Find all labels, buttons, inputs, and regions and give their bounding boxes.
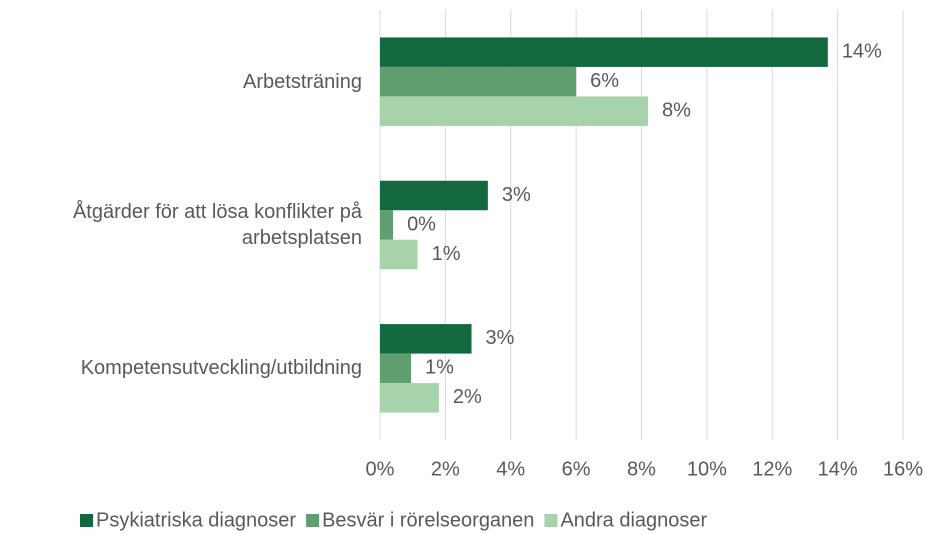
bar: [380, 210, 394, 240]
y-tick-label: Arbetsträning: [243, 70, 362, 93]
data-label: 2%: [453, 386, 482, 408]
category-label-box: Kompetensutveckling/utbildning: [80, 357, 362, 380]
x-tick-label: 8%: [627, 458, 656, 480]
category-label-box: Arbetsträning: [243, 70, 362, 93]
bar: [380, 66, 577, 97]
data-label: 8%: [662, 99, 691, 121]
data-label: 14%: [842, 40, 882, 62]
data-label: 1%: [425, 357, 454, 379]
legend-label: Besvär i rörelseorganen: [322, 509, 534, 531]
bar: [380, 96, 649, 126]
x-tick-label: 10%: [687, 458, 727, 480]
data-label: 1%: [432, 243, 461, 265]
x-tick-label: 2%: [431, 458, 460, 480]
bar: [380, 37, 828, 67]
data-label: 6%: [590, 70, 619, 92]
x-tick-label: 12%: [752, 458, 792, 480]
legend-label: Psykiatriska diagnoser: [96, 509, 296, 531]
bar: [380, 353, 412, 384]
y-tick-label: Kompetensutveckling/utbildning: [80, 357, 362, 380]
bar: [380, 383, 439, 413]
bar: [380, 180, 488, 211]
category-label-box: Åtgärder för att lösa konflikter på arbe…: [72, 201, 362, 249]
legend-swatch: [306, 514, 320, 527]
bar: [380, 324, 472, 354]
x-tick-label: 6%: [562, 458, 591, 480]
bar: [380, 239, 418, 270]
x-tick-label: 0%: [366, 458, 395, 480]
legend-swatch: [80, 514, 93, 527]
x-tick-label: 4%: [496, 458, 525, 480]
y-tick-label: Åtgärder för att lösa konflikter på arbe…: [72, 201, 362, 249]
x-tick-label: 16%: [883, 458, 923, 480]
legend-label: Andra diagnoser: [560, 509, 707, 531]
data-label: 3%: [486, 327, 515, 349]
data-label: 3%: [502, 184, 531, 206]
x-tick-label: 14%: [818, 458, 858, 480]
data-label: 0%: [407, 213, 436, 235]
legend-swatch: [544, 514, 558, 527]
